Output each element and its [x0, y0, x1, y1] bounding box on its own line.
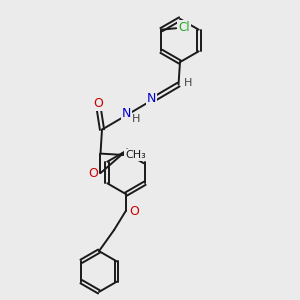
Text: O: O — [94, 97, 103, 110]
Text: H: H — [184, 78, 192, 88]
Text: CH₃: CH₃ — [125, 150, 146, 160]
Text: N: N — [122, 107, 131, 120]
Text: O: O — [88, 167, 98, 180]
Text: N: N — [147, 92, 156, 105]
Text: Cl: Cl — [178, 21, 190, 34]
Text: H: H — [132, 114, 140, 124]
Text: O: O — [129, 205, 139, 218]
